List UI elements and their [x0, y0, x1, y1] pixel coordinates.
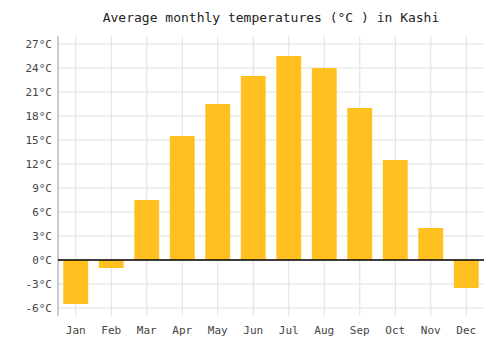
grid-line	[58, 68, 484, 69]
y-tick-label: 27°C	[26, 38, 53, 51]
bar	[418, 228, 443, 260]
grid-line	[58, 260, 484, 261]
title: Average monthly temperatures (°C ) in Ka…	[103, 10, 440, 25]
y-axis-line	[58, 36, 59, 316]
grid	[58, 36, 484, 316]
bar	[312, 68, 337, 260]
y-tick-label: 0°C	[32, 254, 52, 267]
grid-line	[58, 212, 484, 213]
x-tick-label: Dec	[456, 324, 476, 337]
x-tick-label: Aug	[314, 324, 334, 337]
bar	[99, 260, 124, 268]
grid-line	[58, 308, 484, 309]
y-tick-label: 3°C	[32, 230, 52, 243]
bars	[58, 56, 484, 304]
grid-line	[58, 284, 484, 285]
x-tick-label: Jan	[66, 324, 86, 337]
y-axis: -6°C -3°C 0°C 3°C 6°C 9°C 12°C 15°C 18°C 21°C 24°C…	[26, 36, 59, 316]
grid-line	[58, 188, 484, 189]
y-tick-label: 21°C	[26, 86, 53, 99]
bar	[170, 136, 195, 260]
x-tick-label: May	[208, 324, 228, 337]
bar	[205, 104, 230, 260]
y-tick-label: 6°C	[32, 206, 52, 219]
x-tick-label: Sep	[350, 324, 370, 337]
y-tick-label: 12°C	[26, 158, 53, 171]
grid-line	[58, 164, 484, 165]
x-axis: Jan Feb Mar Apr May Jun Jul Aug Sep Oct Nov Dec	[66, 324, 476, 337]
bar	[241, 76, 266, 260]
grid-line	[58, 116, 484, 117]
bar	[347, 108, 372, 260]
grid-line	[58, 140, 484, 141]
bar	[276, 56, 301, 260]
bar	[454, 260, 479, 288]
grid-line	[146, 36, 147, 316]
baseline	[58, 259, 484, 261]
y-tick-label: -6°C	[26, 302, 53, 315]
y-tick-label: 9°C	[32, 182, 52, 195]
y-tick-label: -3°C	[26, 278, 53, 291]
x-tick-label: Jun	[243, 324, 263, 337]
x-tick-label: Apr	[172, 324, 192, 337]
y-tick-label: 15°C	[26, 134, 53, 147]
x-tick-label: Oct	[385, 324, 405, 337]
bar	[134, 200, 159, 260]
y-tick-label: 18°C	[26, 110, 53, 123]
y-tick-label: 24°C	[26, 62, 53, 75]
x-tick-label: Jul	[279, 324, 299, 337]
x-tick-label: Feb	[101, 324, 121, 337]
x-tick-label: Mar	[137, 324, 157, 337]
x-tick-label: Nov	[421, 324, 441, 337]
grid-line	[58, 92, 484, 93]
chart: Average monthly temperatures (°C ) in Ka…	[0, 0, 500, 350]
bar	[63, 260, 88, 304]
grid-line	[430, 36, 431, 316]
grid-line	[111, 36, 112, 316]
grid-line	[58, 44, 484, 45]
bar	[383, 160, 408, 260]
chart-container: Average monthly temperatures (°C ) in Ka…	[0, 0, 500, 350]
